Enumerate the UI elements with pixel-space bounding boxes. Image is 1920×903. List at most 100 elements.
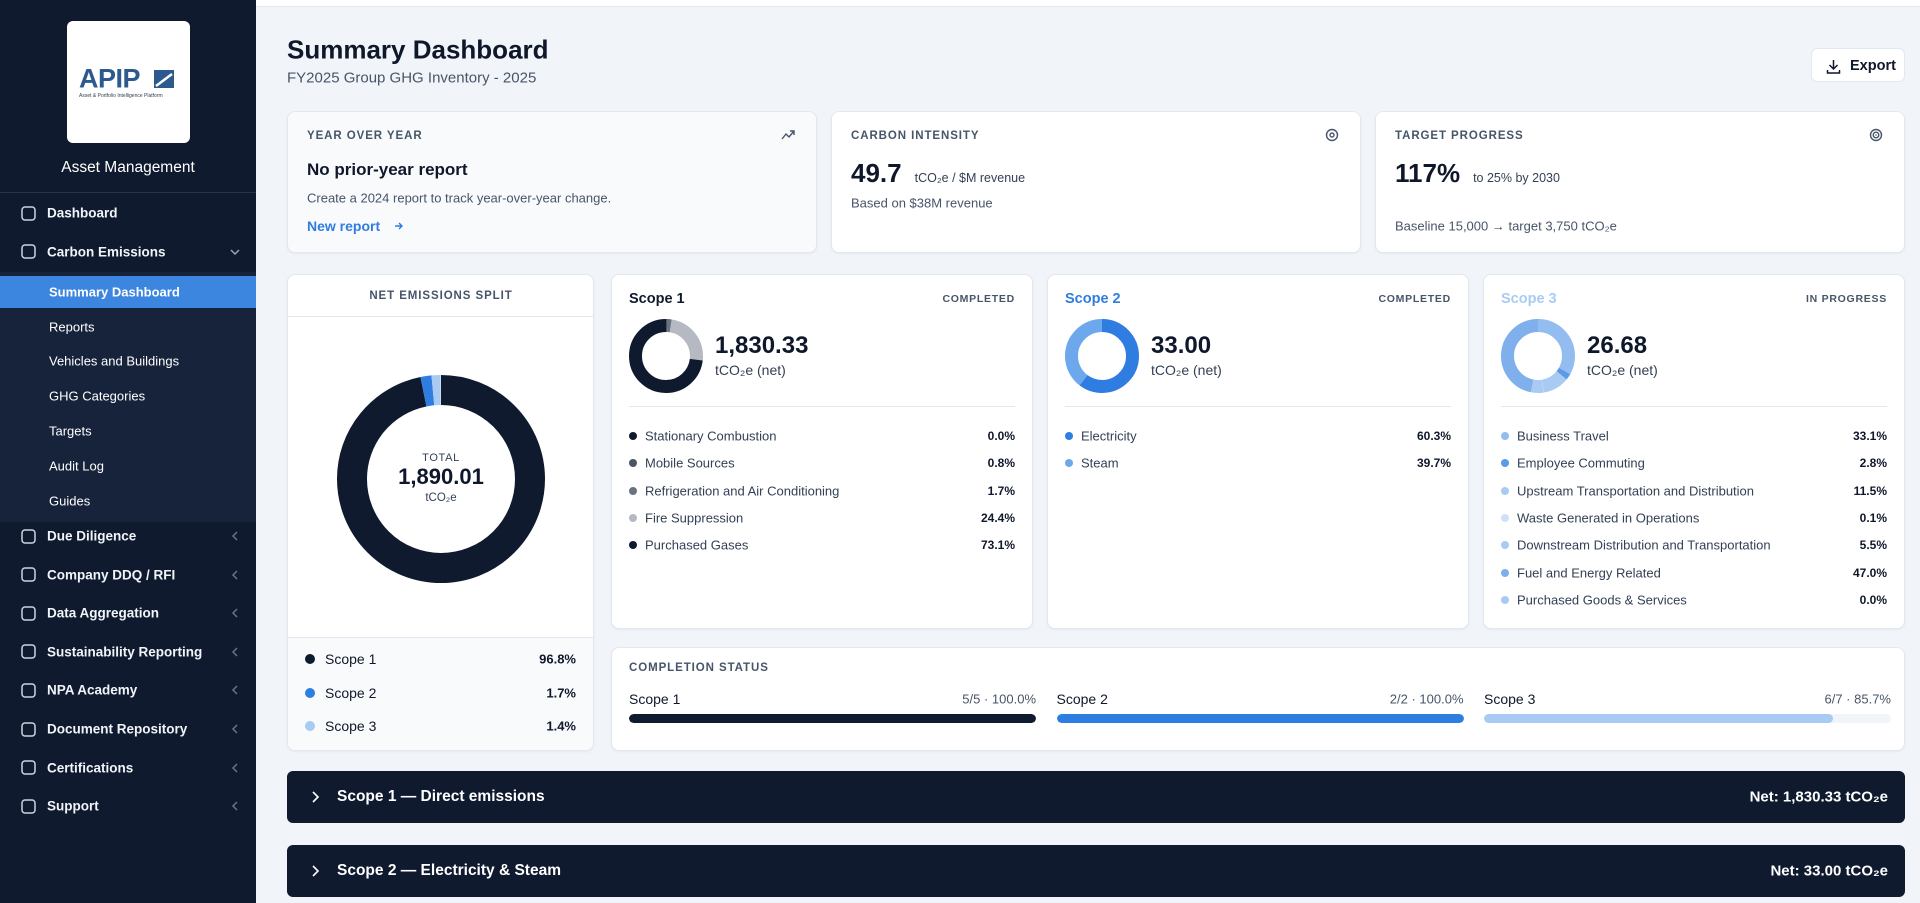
category-value: 11.5% <box>1853 483 1887 498</box>
legend-label: Scope 1 <box>325 651 377 667</box>
nav-label[interactable]: Due Diligence <box>47 528 137 544</box>
nav-sub-label[interactable]: Guides <box>49 493 91 509</box>
kpi-value: 49.7 <box>851 158 902 188</box>
donut-segment <box>337 375 545 583</box>
kpi-unit: to 25% by 2030 <box>1473 171 1560 185</box>
kpi-value-row: 49.7 tCO₂e / $M revenue <box>851 158 1025 189</box>
progress-track <box>1484 714 1891 723</box>
legend-dot <box>305 654 315 664</box>
donut-chart <box>1065 319 1139 393</box>
category-dot <box>1501 541 1509 550</box>
scope-status: COMPLETED <box>1378 293 1451 305</box>
nav-label[interactable]: Data Aggregation <box>47 605 160 621</box>
completion-name: Scope 3 <box>1484 691 1536 707</box>
nav-sub-label[interactable]: Summary Dashboard <box>49 284 180 300</box>
nav-item[interactable] <box>0 194 256 232</box>
net-split-title: NET EMISSIONS SPLIT <box>369 290 513 302</box>
nav-icon <box>21 205 36 221</box>
export-icon <box>1826 59 1841 74</box>
total-label: TOTAL <box>422 452 460 464</box>
nav-sub-label[interactable]: Reports <box>49 319 95 334</box>
nav-sub-label[interactable]: Vehicles and Buildings <box>49 353 180 369</box>
kpi-text: Create a 2024 report to track year-over-… <box>307 190 612 206</box>
scope-status: COMPLETED <box>942 293 1015 305</box>
scope-card: Scope 2 COMPLETED 33.00 tCO₂e (net) Electric… <box>1047 274 1469 629</box>
category-value: 47.0% <box>1852 565 1887 580</box>
kpi-card: TARGET PROGRESS 117% to 25% by 2030 Baselin… <box>1375 111 1905 253</box>
kpi-icon <box>1325 128 1339 142</box>
nav-sub-label[interactable]: Audit Log <box>49 458 104 474</box>
nav-active-bg <box>0 275 256 308</box>
kpi-label: YEAR OVER YEAR <box>307 130 423 142</box>
scope-total: 33.00 <box>1151 332 1212 359</box>
submenu <box>0 271 256 522</box>
nav-label[interactable]: Company DDQ / RFI <box>47 567 176 583</box>
top-bar <box>256 0 1920 7</box>
card-divider <box>1065 406 1451 407</box>
nav-chevron <box>231 685 238 695</box>
nav-label[interactable]: Support <box>47 798 99 814</box>
nav-label[interactable]: NPA Academy <box>47 682 138 698</box>
export-label[interactable]: Export <box>1850 58 1896 74</box>
nav-label[interactable]: Dashboard <box>47 205 118 221</box>
scope-title: Scope 3 <box>1501 291 1557 307</box>
category-dot <box>629 459 637 468</box>
card-divider <box>629 406 1015 407</box>
nav-label[interactable]: Sustainability Reporting <box>47 644 203 660</box>
kpi-card: CARBON INTENSITY 49.7 tCO₂e / $M revenue Ba… <box>831 111 1361 253</box>
category-label: Upstream Transportation and Distribution <box>1517 483 1755 499</box>
nav-sub-label[interactable]: Targets <box>49 423 92 439</box>
section-title[interactable]: Scope 1 — Direct emissions <box>337 788 545 805</box>
nav-icon <box>21 798 36 814</box>
section-header[interactable]: Scope 1 — Direct emissions Net: 1,830.33 … <box>287 771 1905 823</box>
progress-track <box>629 714 1036 723</box>
export-button[interactable]: Export <box>1811 48 1905 82</box>
nav-label[interactable]: Document Repository <box>47 721 188 737</box>
legend-value: 1.7% <box>546 685 576 700</box>
nav-chevron <box>231 724 238 734</box>
donut-chart <box>1501 319 1575 393</box>
category-dot <box>1501 459 1509 468</box>
section-chevron <box>312 865 320 877</box>
scope-status: IN PROGRESS <box>1805 293 1887 305</box>
donut-chart <box>337 375 545 583</box>
kpi-value-row: 117% to 25% by 2030 <box>1395 158 1560 189</box>
category-label: Business Travel <box>1517 428 1609 444</box>
kpi-card: YEAR OVER YEAR No prior-year report Create… <box>287 111 817 253</box>
scope-card: Scope 3 IN PROGRESS 26.68 tCO₂e (net) Busine… <box>1483 274 1905 629</box>
category-dot <box>629 432 637 440</box>
donut-segment <box>1065 319 1139 393</box>
progress-bar <box>629 714 1036 723</box>
category-dot <box>1065 459 1073 468</box>
scope-title: Scope 1 <box>629 291 685 307</box>
section-header[interactable]: Scope 2 — Electricity & Steam Net: 33.00 … <box>287 845 1905 897</box>
legend-label: Scope 3 <box>325 718 377 734</box>
category-value: 0.0% <box>987 429 1015 443</box>
category-label: Refrigeration and Air Conditioning <box>645 483 840 499</box>
completion-label: 2/2 · 100.0% <box>1389 691 1464 707</box>
nav-item[interactable] <box>0 787 256 825</box>
kpi-note: Based on $38M revenue <box>851 195 993 211</box>
category-dot <box>1501 568 1509 577</box>
kpi-link[interactable]: New report <box>307 218 381 234</box>
category-dot <box>1501 513 1509 522</box>
nav-label[interactable]: Carbon Emissions <box>47 244 166 260</box>
category-value: 73.1% <box>980 538 1015 553</box>
category-dot <box>629 486 637 495</box>
nav-chevron <box>231 763 238 773</box>
nav-sub-label[interactable]: GHG Categories <box>49 388 146 404</box>
logo: APIP Asset & Portfolio Intelligence Platf… <box>67 21 190 143</box>
main-content: Summary Dashboard FY2025 Group GHG Invent… <box>256 0 1920 903</box>
category-dot <box>1501 432 1509 440</box>
donut-segment <box>1501 319 1575 393</box>
legend-dot <box>305 687 315 698</box>
section-title[interactable]: Scope 2 — Electricity & Steam <box>337 862 561 879</box>
donut-segment <box>629 319 703 393</box>
nav-icon <box>21 244 36 259</box>
category-label: Downstream Distribution and Transportati… <box>1517 537 1771 553</box>
scope-unit: tCO₂e (net) <box>715 362 786 378</box>
nav-label[interactable]: Certifications <box>47 760 134 776</box>
section-chevron <box>312 791 320 803</box>
completion-label: 5/5 · 100.0% <box>962 691 1036 707</box>
category-dot <box>1065 432 1073 440</box>
